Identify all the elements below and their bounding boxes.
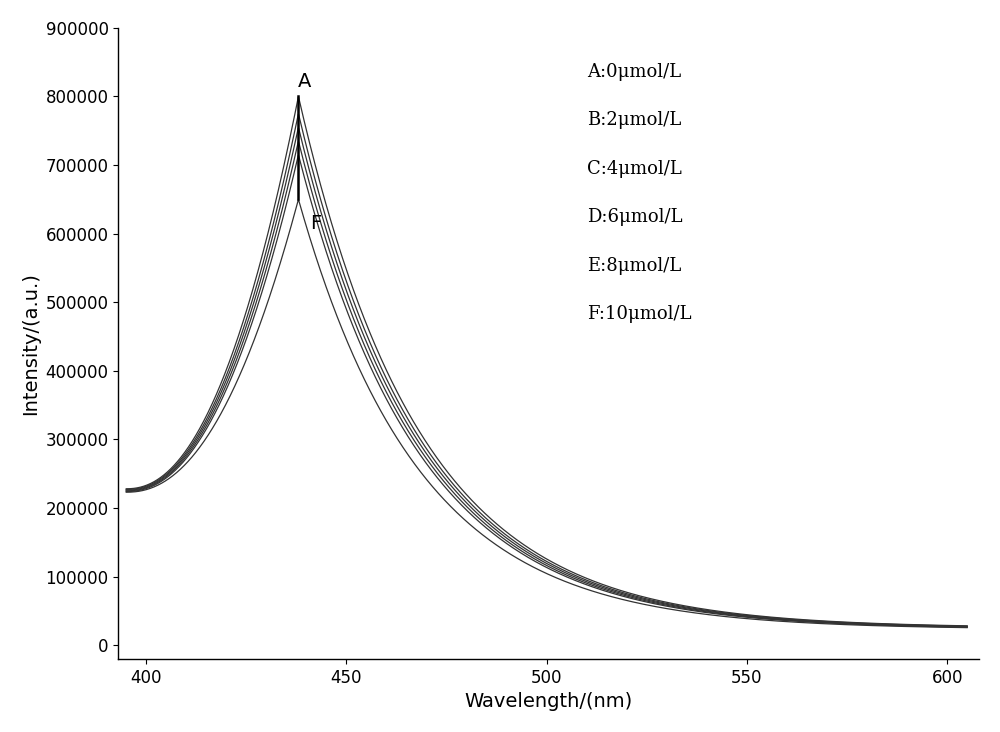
Text: E:8μmol/L: E:8μmol/L	[587, 257, 682, 275]
Text: A: A	[298, 72, 311, 91]
Y-axis label: Intensity/(a.u.): Intensity/(a.u.)	[21, 272, 40, 415]
Text: B:2μmol/L: B:2μmol/L	[587, 111, 682, 129]
Text: C:4μmol/L: C:4μmol/L	[587, 160, 682, 178]
X-axis label: Wavelength/(nm): Wavelength/(nm)	[465, 692, 633, 712]
Text: D:6μmol/L: D:6μmol/L	[587, 209, 683, 226]
Text: A:0μmol/L: A:0μmol/L	[587, 62, 682, 81]
Text: F:10μmol/L: F:10μmol/L	[587, 305, 692, 324]
Text: F: F	[310, 214, 322, 234]
